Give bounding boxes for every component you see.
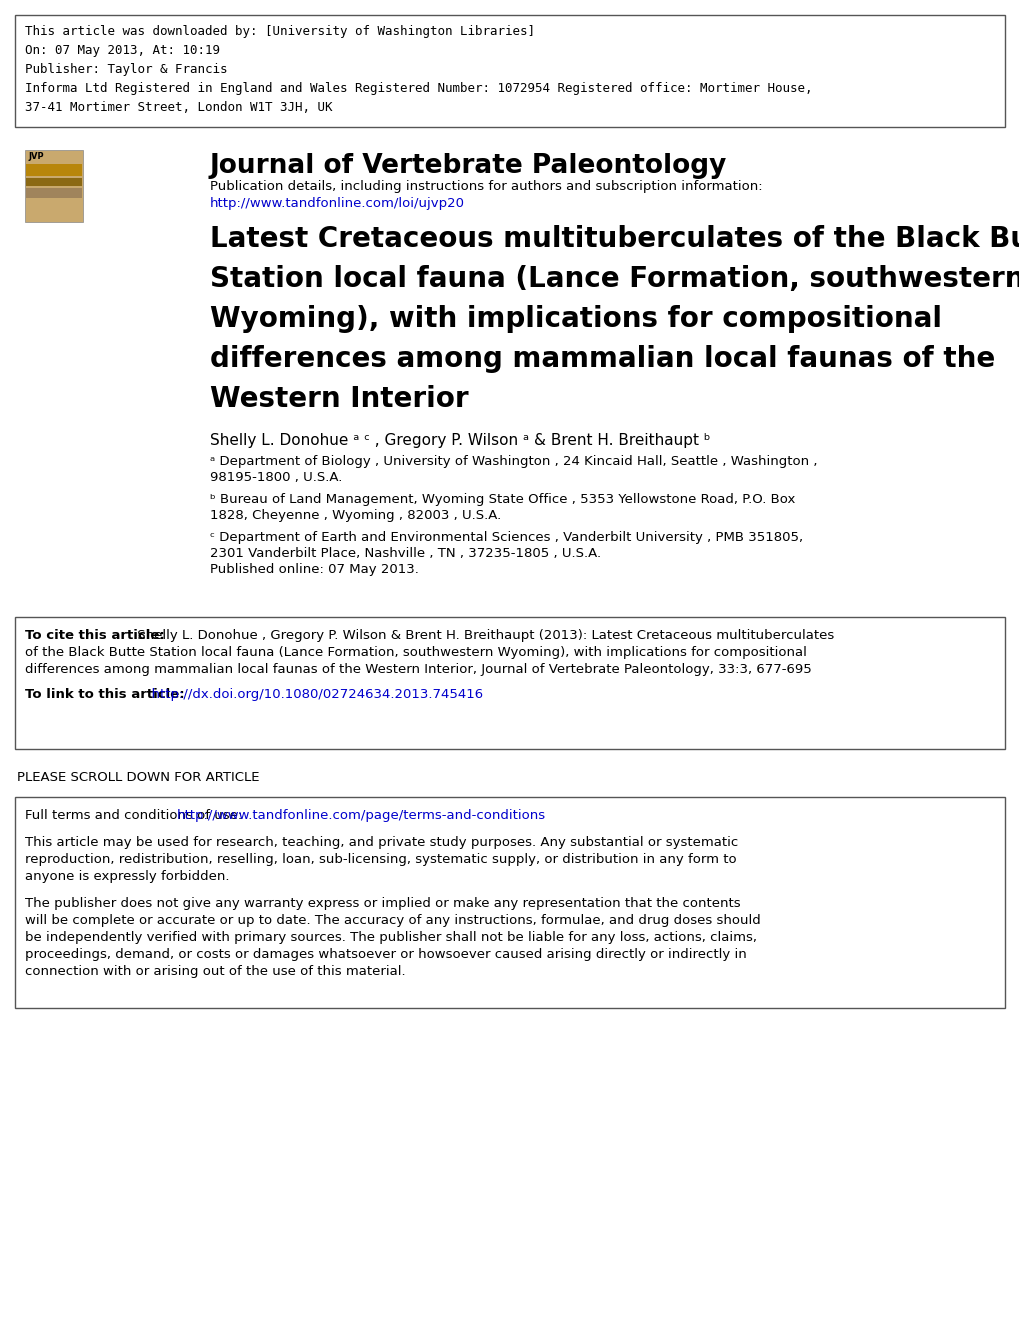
Text: differences among mammalian local faunas of the: differences among mammalian local faunas…: [210, 345, 995, 374]
Text: ᵃ Department of Biology , University of Washington , 24 Kincaid Hall, Seattle , : ᵃ Department of Biology , University of …: [210, 455, 816, 469]
Text: Shelly L. Donohue , Gregory P. Wilson & Brent H. Breithaupt (2013): Latest Creta: Shelly L. Donohue , Gregory P. Wilson & …: [132, 630, 834, 642]
Text: Full terms and conditions of use:: Full terms and conditions of use:: [25, 809, 251, 822]
Text: This article may be used for research, teaching, and private study purposes. Any: This article may be used for research, t…: [25, 836, 738, 849]
Bar: [25, 164, 82, 176]
Bar: [15, 616, 1004, 748]
Text: The publisher does not give any warranty express or implied or make any represen: The publisher does not give any warranty…: [25, 898, 740, 909]
Text: ᵇ Bureau of Land Management, Wyoming State Office , 5353 Yellowstone Road, P.O. : ᵇ Bureau of Land Management, Wyoming Sta…: [210, 492, 795, 506]
Bar: [25, 150, 83, 222]
Text: Informa Ltd Registered in England and Wales Registered Number: 1072954 Registere: Informa Ltd Registered in England and Wa…: [25, 82, 812, 95]
Text: http://dx.doi.org/10.1080/02724634.2013.745416: http://dx.doi.org/10.1080/02724634.2013.…: [143, 688, 483, 701]
Text: 1828, Cheyenne , Wyoming , 82003 , U.S.A.: 1828, Cheyenne , Wyoming , 82003 , U.S.A…: [210, 510, 500, 521]
Text: Shelly L. Donohue ᵃ ᶜ , Gregory P. Wilson ᵃ & Brent H. Breithaupt ᵇ: Shelly L. Donohue ᵃ ᶜ , Gregory P. Wilso…: [210, 433, 710, 447]
Text: will be complete or accurate or up to date. The accuracy of any instructions, fo: will be complete or accurate or up to da…: [25, 913, 760, 927]
Text: ᶜ Department of Earth and Environmental Sciences , Vanderbilt University , PMB 3: ᶜ Department of Earth and Environmental …: [210, 531, 802, 544]
Text: anyone is expressly forbidden.: anyone is expressly forbidden.: [25, 870, 229, 883]
Text: 37-41 Mortimer Street, London W1T 3JH, UK: 37-41 Mortimer Street, London W1T 3JH, U…: [25, 102, 332, 114]
Bar: [15, 797, 1004, 1008]
Text: PLEASE SCROLL DOWN FOR ARTICLE: PLEASE SCROLL DOWN FOR ARTICLE: [17, 771, 259, 784]
Text: Latest Cretaceous multituberculates of the Black Butte: Latest Cretaceous multituberculates of t…: [210, 224, 1019, 253]
Text: be independently verified with primary sources. The publisher shall not be liabl: be independently verified with primary s…: [25, 931, 756, 944]
Text: On: 07 May 2013, At: 10:19: On: 07 May 2013, At: 10:19: [25, 44, 220, 57]
Text: http://www.tandfonline.com/loi/ujvp20: http://www.tandfonline.com/loi/ujvp20: [210, 197, 465, 210]
Text: This article was downloaded by: [University of Washington Libraries]: This article was downloaded by: [Univers…: [25, 25, 535, 38]
Text: connection with or arising out of the use of this material.: connection with or arising out of the us…: [25, 965, 406, 978]
Text: Station local fauna (Lance Formation, southwestern: Station local fauna (Lance Formation, so…: [210, 265, 1019, 293]
Bar: [25, 187, 82, 198]
Text: differences among mammalian local faunas of the Western Interior, Journal of Ver: differences among mammalian local faunas…: [25, 663, 811, 676]
Text: proceedings, demand, or costs or damages whatsoever or howsoever caused arising : proceedings, demand, or costs or damages…: [25, 948, 746, 961]
Text: JVP: JVP: [28, 152, 44, 161]
Text: Journal of Vertebrate Paleontology: Journal of Vertebrate Paleontology: [210, 153, 727, 180]
Text: Publication details, including instructions for authors and subscription informa: Publication details, including instructi…: [210, 180, 762, 193]
Text: of the Black Butte Station local fauna (Lance Formation, southwestern Wyoming), : of the Black Butte Station local fauna (…: [25, 645, 806, 659]
Text: To cite this article:: To cite this article:: [25, 630, 165, 642]
Text: 2301 Vanderbilt Place, Nashville , TN , 37235-1805 , U.S.A.: 2301 Vanderbilt Place, Nashville , TN , …: [210, 546, 600, 560]
Text: http://www.tandfonline.com/page/terms-and-conditions: http://www.tandfonline.com/page/terms-an…: [177, 809, 545, 822]
Text: Published online: 07 May 2013.: Published online: 07 May 2013.: [210, 564, 419, 576]
Bar: [15, 15, 1004, 127]
Text: Western Interior: Western Interior: [210, 385, 468, 413]
Text: Publisher: Taylor & Francis: Publisher: Taylor & Francis: [25, 63, 227, 77]
Bar: [25, 178, 82, 186]
Bar: [25, 201, 82, 214]
Text: To link to this article:: To link to this article:: [25, 688, 184, 701]
Text: Wyoming), with implications for compositional: Wyoming), with implications for composit…: [210, 305, 942, 333]
Text: 98195-1800 , U.S.A.: 98195-1800 , U.S.A.: [210, 471, 342, 484]
Text: reproduction, redistribution, reselling, loan, sub-licensing, systematic supply,: reproduction, redistribution, reselling,…: [25, 853, 736, 866]
